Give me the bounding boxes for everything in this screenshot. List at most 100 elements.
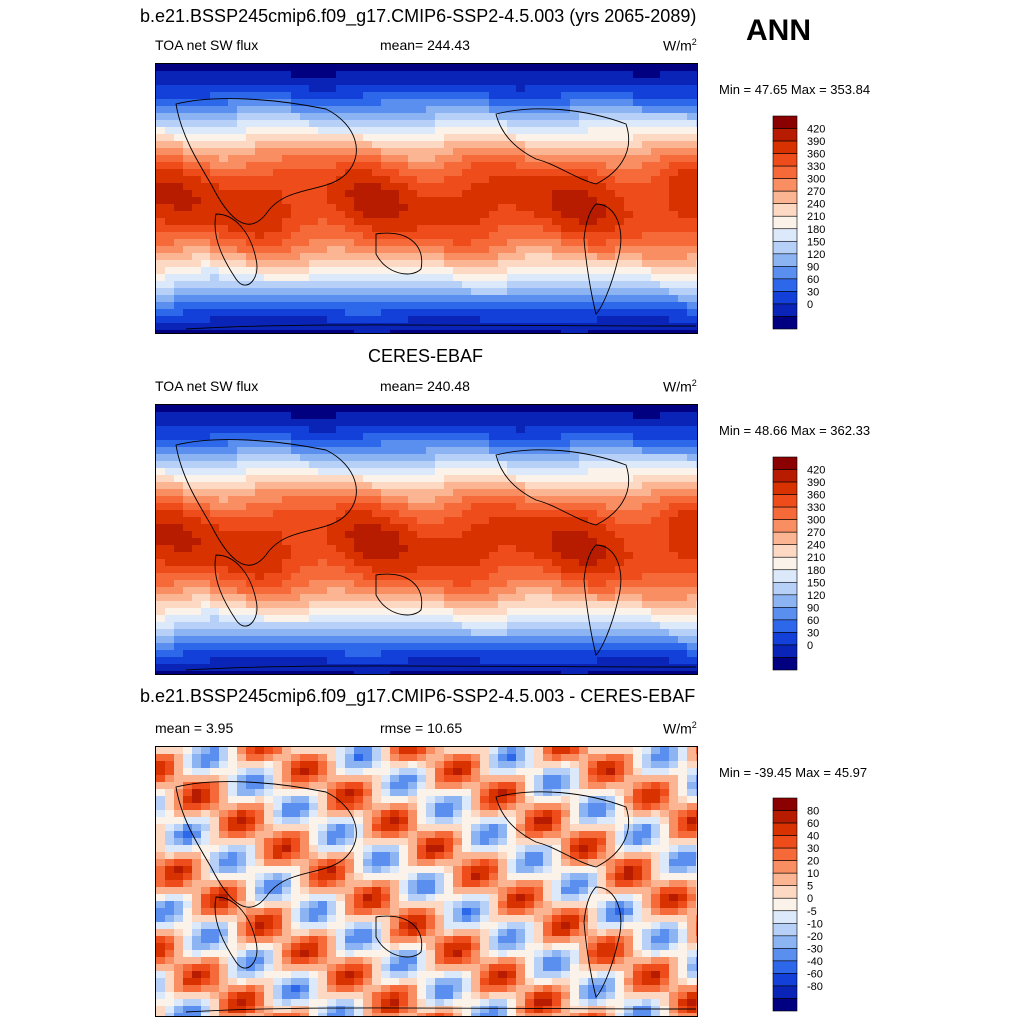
colorbar-label: -40: [807, 956, 823, 968]
colorbar-box: [772, 985, 798, 999]
colorbar-box: [772, 860, 798, 874]
panel2-title: CERES-EBAF: [368, 346, 484, 366]
colorbar-label: 0: [807, 893, 813, 905]
colorbar-box: [772, 910, 798, 924]
panel3-rmse-label: rmse = 10.65: [380, 720, 463, 736]
colorbar-box: [772, 872, 798, 887]
colorbar-label: 360: [807, 490, 825, 502]
colorbar-label: -30: [807, 943, 823, 955]
colorbar-box: [772, 253, 798, 267]
colorbar-label: 300: [807, 515, 825, 527]
colorbar-label: 210: [807, 552, 825, 564]
colorbar-label: 180: [807, 224, 825, 236]
panel1-colorbar: 420 390 360 330 300 270 240 210 180 150 120 90 60 30 0: [772, 115, 833, 331]
panel2-left-label: TOA net SW flux: [155, 378, 259, 394]
colorbar-box: [772, 657, 798, 671]
colorbar-box: [772, 544, 798, 558]
panel3-colorbar: 80 60 40 30 20 10 5 0 -5 -10 -20 -30 -40 -60 -80: [772, 797, 833, 1013]
colorbar-box: [772, 556, 798, 571]
colorbar-label: 10: [807, 868, 819, 880]
panel3-map: [155, 746, 698, 1017]
colorbar-box: [772, 973, 798, 987]
colorbar-box: [772, 569, 798, 583]
colorbar-box: [772, 190, 798, 205]
colorbar-label: 90: [807, 602, 819, 614]
colorbar-box: [772, 810, 798, 824]
colorbar-box: [772, 128, 798, 142]
colorbar-box: [772, 948, 798, 962]
colorbar-box: [772, 897, 798, 912]
colorbar-label: 150: [807, 236, 825, 248]
panel1-left-label: TOA net SW flux: [155, 37, 259, 53]
colorbar-box: [772, 266, 798, 280]
colorbar-label: 120: [807, 590, 825, 602]
panel1-map: [155, 63, 698, 334]
colorbar-box: [772, 215, 798, 230]
panel2-mean-label: mean= 240.48: [380, 378, 470, 394]
colorbar-box: [772, 998, 798, 1012]
colorbar-box: [772, 291, 798, 305]
colorbar-label: 30: [807, 843, 819, 855]
colorbar-box: [772, 519, 798, 533]
colorbar-label: 150: [807, 577, 825, 589]
colorbar-box: [772, 619, 798, 633]
colorbar-label: 40: [807, 831, 819, 843]
colorbar-label: 420: [807, 465, 825, 477]
colorbar-box: [772, 922, 798, 937]
colorbar-box: [772, 165, 798, 179]
colorbar-label: 270: [807, 527, 825, 539]
colorbar-box: [772, 303, 798, 317]
colorbar-box: [772, 506, 798, 520]
colorbar-label: 330: [807, 502, 825, 514]
colorbar-box: [772, 885, 798, 899]
colorbar-box: [772, 316, 798, 330]
colorbar-box: [772, 228, 798, 242]
colorbar-label: 60: [807, 818, 819, 830]
colorbar-box: [772, 531, 798, 546]
panel2-colorbar: 420 390 360 330 300 270 240 210 180 150 120 90 60 30 0: [772, 456, 833, 672]
colorbar-label: 300: [807, 174, 825, 186]
colorbar-label: 30: [807, 286, 819, 298]
colorbar-label: 90: [807, 261, 819, 273]
colorbar-label: -5: [807, 906, 817, 918]
panel3-title: b.e21.BSSP245cmip6.f09_g17.CMIP6-SSP2-4.…: [140, 686, 696, 706]
colorbar-box: [772, 140, 798, 154]
colorbar-label: -60: [807, 968, 823, 980]
colorbar-label: 420: [807, 124, 825, 136]
colorbar-box: [772, 797, 798, 811]
panel2-map: [155, 404, 698, 675]
colorbar-label: -20: [807, 931, 823, 943]
colorbar-box: [772, 456, 798, 470]
colorbar-label: 60: [807, 615, 819, 627]
colorbar-label: 210: [807, 211, 825, 223]
panel3-units: W/m2: [663, 720, 697, 737]
colorbar-box: [772, 594, 798, 608]
colorbar-box: [772, 203, 798, 217]
colorbar-box: [772, 278, 798, 292]
colorbar-box: [772, 644, 798, 658]
panel3-mean-label: mean = 3.95: [155, 720, 234, 736]
colorbar-box: [772, 240, 798, 255]
colorbar-box: [772, 632, 798, 646]
colorbar-box: [772, 607, 798, 621]
colorbar-box: [772, 115, 798, 129]
colorbar-box: [772, 153, 798, 167]
colorbar-label: 5: [807, 881, 813, 893]
panel1-mean-label: mean= 244.43: [380, 37, 470, 53]
panel1-title: b.e21.BSSP245cmip6.f09_g17.CMIP6-SSP2-4.…: [140, 6, 697, 26]
panel1-minmax: Min = 47.65 Max = 353.84: [719, 82, 871, 97]
colorbar-label: 180: [807, 565, 825, 577]
colorbar-box: [772, 935, 798, 949]
colorbar-label: 390: [807, 136, 825, 148]
colorbar-label: 0: [807, 640, 813, 652]
colorbar-label: 390: [807, 477, 825, 489]
colorbar-box: [772, 835, 798, 849]
colorbar-label: 120: [807, 249, 825, 261]
colorbar-box: [772, 469, 798, 483]
colorbar-label: 240: [807, 199, 825, 211]
colorbar-box: [772, 494, 798, 508]
colorbar-label: 240: [807, 540, 825, 552]
colorbar-label: 80: [807, 806, 819, 818]
colorbar-label: 330: [807, 161, 825, 173]
colorbar-label: -10: [807, 918, 823, 930]
